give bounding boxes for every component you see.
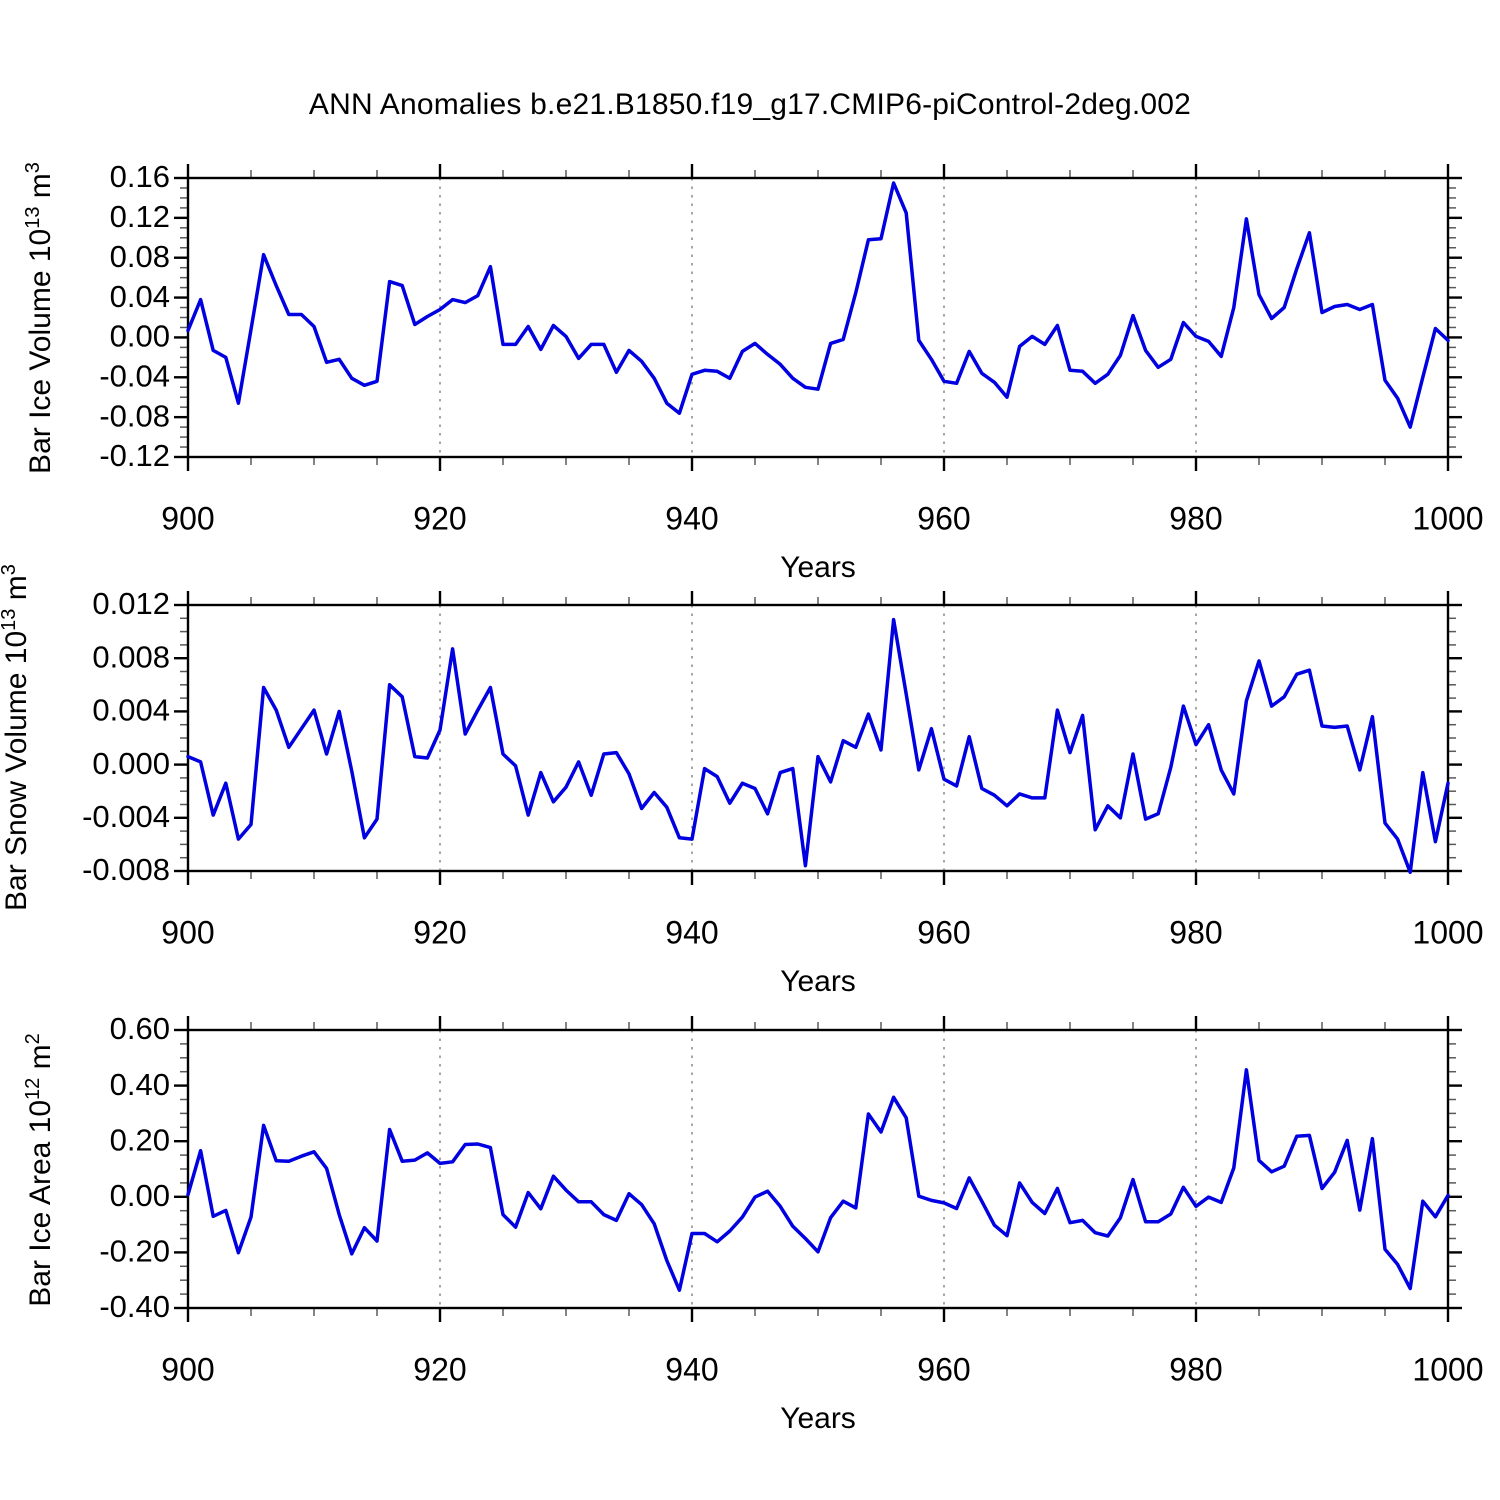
- svg-text:940: 940: [665, 1351, 718, 1387]
- svg-text:900: 900: [161, 914, 214, 950]
- svg-text:980: 980: [1169, 500, 1222, 536]
- svg-text:0.00: 0.00: [110, 319, 170, 354]
- svg-text:0.08: 0.08: [110, 239, 170, 274]
- svg-text:0.012: 0.012: [92, 586, 170, 621]
- svg-text:-0.12: -0.12: [99, 438, 170, 473]
- panel-1: 0.012 0.008 0.004 0.000 -0.004 -0.008 900 920 94…: [82, 586, 1484, 998]
- svg-text:900: 900: [161, 500, 214, 536]
- svg-text:-0.08: -0.08: [99, 398, 170, 433]
- svg-text:980: 980: [1169, 914, 1222, 950]
- svg-text:940: 940: [665, 914, 718, 950]
- svg-text:0.20: 0.20: [110, 1122, 170, 1157]
- svg-text:920: 920: [413, 1351, 466, 1387]
- svg-text:940: 940: [665, 500, 718, 536]
- svg-text:920: 920: [413, 914, 466, 950]
- svg-text:960: 960: [917, 914, 970, 950]
- svg-text:980: 980: [1169, 1351, 1222, 1387]
- svg-text:960: 960: [917, 500, 970, 536]
- panel-border-0: [186, 176, 1450, 459]
- panel-border-1: [186, 603, 1450, 873]
- series-line-1: [186, 617, 1450, 875]
- series-line-0: [186, 181, 1450, 429]
- svg-text:Years: Years: [780, 1402, 856, 1435]
- panel-2: 0.60 0.40 0.20 0.00 -0.20 -0.40 900 920 940 960 98…: [99, 1011, 1483, 1435]
- series-line-2: [186, 1068, 1450, 1292]
- svg-text:0.60: 0.60: [110, 1011, 170, 1046]
- svg-text:0.008: 0.008: [92, 639, 170, 674]
- svg-text:1000: 1000: [1412, 500, 1483, 536]
- svg-text:0.00: 0.00: [110, 1178, 170, 1213]
- svg-text:Years: Years: [780, 965, 856, 998]
- svg-text:-0.20: -0.20: [99, 1234, 170, 1269]
- svg-text:0.04: 0.04: [110, 279, 170, 314]
- svg-text:960: 960: [917, 1351, 970, 1387]
- svg-text:-0.40: -0.40: [99, 1289, 170, 1324]
- svg-text:-0.04: -0.04: [99, 358, 170, 393]
- svg-text:0.16: 0.16: [110, 159, 170, 194]
- svg-text:0.004: 0.004: [92, 693, 170, 728]
- svg-text:0.12: 0.12: [110, 199, 170, 234]
- panel-border-2: [186, 1028, 1450, 1310]
- panel-0: 0.16 0.12 0.08 0.04 0.00 -0.04 -0.08 -0.12 900 92…: [99, 159, 1483, 584]
- svg-text:920: 920: [413, 500, 466, 536]
- svg-text:-0.004: -0.004: [82, 799, 170, 834]
- svg-text:1000: 1000: [1412, 914, 1483, 950]
- chart-title: ANN Anomalies b.e21.B1850.f19_g17.CMIP6-…: [308, 88, 1192, 121]
- svg-text:900: 900: [161, 1351, 214, 1387]
- svg-text:-0.008: -0.008: [82, 852, 170, 887]
- svg-text:1000: 1000: [1412, 1351, 1483, 1387]
- svg-text:0.000: 0.000: [92, 746, 170, 781]
- svg-text:Years: Years: [780, 551, 856, 584]
- svg-text:0.40: 0.40: [110, 1067, 170, 1102]
